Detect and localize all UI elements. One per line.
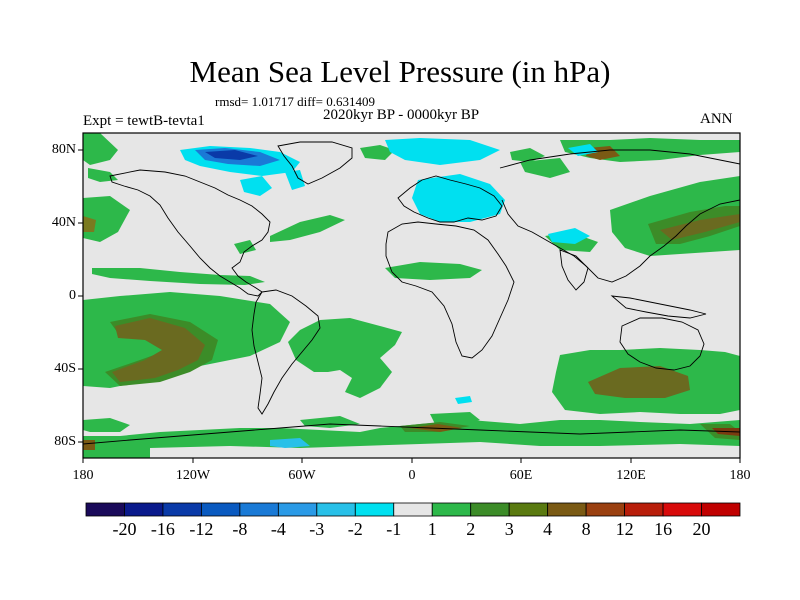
anomaly-patch bbox=[240, 176, 272, 196]
colorbar-tick-label: 2 bbox=[466, 519, 476, 539]
coastline-south-america bbox=[251, 289, 321, 415]
coastline-india bbox=[559, 249, 589, 291]
lon-label: 60E bbox=[509, 468, 533, 483]
colorbar-swatch bbox=[201, 502, 241, 517]
anomaly-patch bbox=[385, 138, 500, 165]
lon-label: 180 bbox=[729, 468, 751, 483]
colorbar-tick-label: -4 bbox=[270, 519, 286, 539]
anomaly-patch bbox=[548, 228, 590, 244]
anomaly-patch bbox=[455, 396, 472, 404]
colorbar-tick-label: 4 bbox=[543, 519, 553, 539]
colorbar-tick-label: -8 bbox=[232, 519, 248, 539]
anomaly-patch bbox=[205, 150, 258, 160]
anomaly-patch bbox=[385, 262, 482, 280]
colorbar-tick-label: 8 bbox=[581, 519, 591, 539]
colorbar-swatch bbox=[354, 502, 395, 517]
coastline-north-america bbox=[109, 169, 271, 297]
coastline-greenland bbox=[277, 141, 353, 185]
colorbar-tick-label: -2 bbox=[347, 519, 363, 539]
colorbar-swatch bbox=[508, 502, 549, 517]
anomaly-patch bbox=[150, 442, 740, 458]
coastline-australia bbox=[619, 317, 705, 371]
colorbar-swatch bbox=[701, 502, 741, 517]
colorbar-swatch bbox=[431, 502, 472, 517]
lon-label: 120E bbox=[616, 468, 646, 483]
colorbar-swatch bbox=[662, 502, 702, 517]
colorbar-tick-label: -20 bbox=[112, 519, 137, 539]
colorbar-swatch bbox=[85, 502, 125, 517]
colorbar-tick-label: 12 bbox=[615, 519, 634, 539]
colorbar-tick-label: -3 bbox=[309, 519, 325, 539]
colorbar-tick-label: 3 bbox=[504, 519, 514, 539]
time-period-label: 2020kyr BP - 0000kyr BP bbox=[323, 107, 480, 123]
colorbar-tick-label: -12 bbox=[189, 519, 214, 539]
anomaly-patch bbox=[270, 438, 310, 448]
colorbar-swatch bbox=[624, 502, 664, 517]
anomaly-patch bbox=[712, 428, 740, 436]
map-title: Mean Sea Level Pressure (in hPa) bbox=[189, 54, 611, 89]
colorbar-tick-label: 1 bbox=[427, 519, 437, 539]
colorbar-swatch bbox=[547, 502, 587, 517]
lat-label: 80N bbox=[51, 142, 76, 157]
colorbar-swatch bbox=[239, 502, 279, 517]
colorbar-swatch bbox=[393, 502, 433, 517]
anomaly-patch bbox=[83, 133, 118, 165]
lat-label: 40S bbox=[54, 361, 76, 376]
colorbar-swatch bbox=[277, 502, 318, 517]
pressure-anomaly-fields bbox=[83, 133, 740, 458]
anomaly-patch bbox=[588, 366, 690, 398]
anomaly-patch bbox=[83, 418, 130, 432]
colorbar-swatch bbox=[124, 502, 164, 517]
anomaly-patch bbox=[270, 215, 345, 242]
coastline-asia bbox=[499, 149, 741, 283]
colorbar-swatch bbox=[585, 502, 625, 517]
lon-label: 0 bbox=[408, 468, 416, 483]
anomaly-patch bbox=[288, 318, 402, 398]
lat-label: 80S bbox=[54, 434, 76, 449]
colorbar-tick-label: 20 bbox=[692, 519, 711, 539]
colorbar-tick-label: -16 bbox=[150, 519, 175, 539]
lon-label: 120W bbox=[175, 468, 211, 483]
coastlines bbox=[82, 141, 741, 445]
colorbar-swatch bbox=[316, 502, 356, 517]
anomaly-patch bbox=[412, 174, 505, 222]
coastline-indonesia bbox=[610, 295, 707, 319]
anomaly-patch bbox=[520, 158, 570, 178]
anomaly-patch bbox=[360, 145, 395, 160]
lat-label: 0 bbox=[69, 288, 76, 303]
colorbar-tick-label: 16 bbox=[654, 519, 673, 539]
colorbar-swatch bbox=[470, 502, 510, 517]
experiment-label: Expt = tewtB-tevta1 bbox=[83, 113, 205, 129]
lon-label: 180 bbox=[72, 468, 94, 483]
anomaly-patch bbox=[83, 216, 96, 232]
coastline-europe bbox=[397, 175, 503, 223]
colorbar-tick-label: -1 bbox=[386, 519, 402, 539]
coastline-africa bbox=[385, 221, 515, 359]
anomaly-patch bbox=[285, 170, 305, 190]
anomaly-patch bbox=[510, 148, 545, 162]
anomaly-patch bbox=[660, 214, 740, 240]
lon-label: 60W bbox=[288, 468, 316, 483]
lat-label: 40N bbox=[51, 215, 76, 230]
colorbar bbox=[85, 502, 741, 517]
anomaly-patch bbox=[234, 240, 256, 254]
colorbar-swatch bbox=[162, 502, 202, 517]
anomaly-patch bbox=[83, 196, 130, 242]
coastline-antarctica bbox=[82, 423, 741, 445]
anomaly-patch bbox=[83, 440, 95, 450]
rmsd-diff-stats: rmsd= 1.01717 diff= 0.631409 bbox=[215, 94, 375, 109]
anomaly-patch bbox=[112, 318, 205, 382]
axis-ticks bbox=[78, 149, 741, 463]
season-label: ANN bbox=[700, 111, 733, 127]
anomaly-patch bbox=[92, 268, 265, 285]
